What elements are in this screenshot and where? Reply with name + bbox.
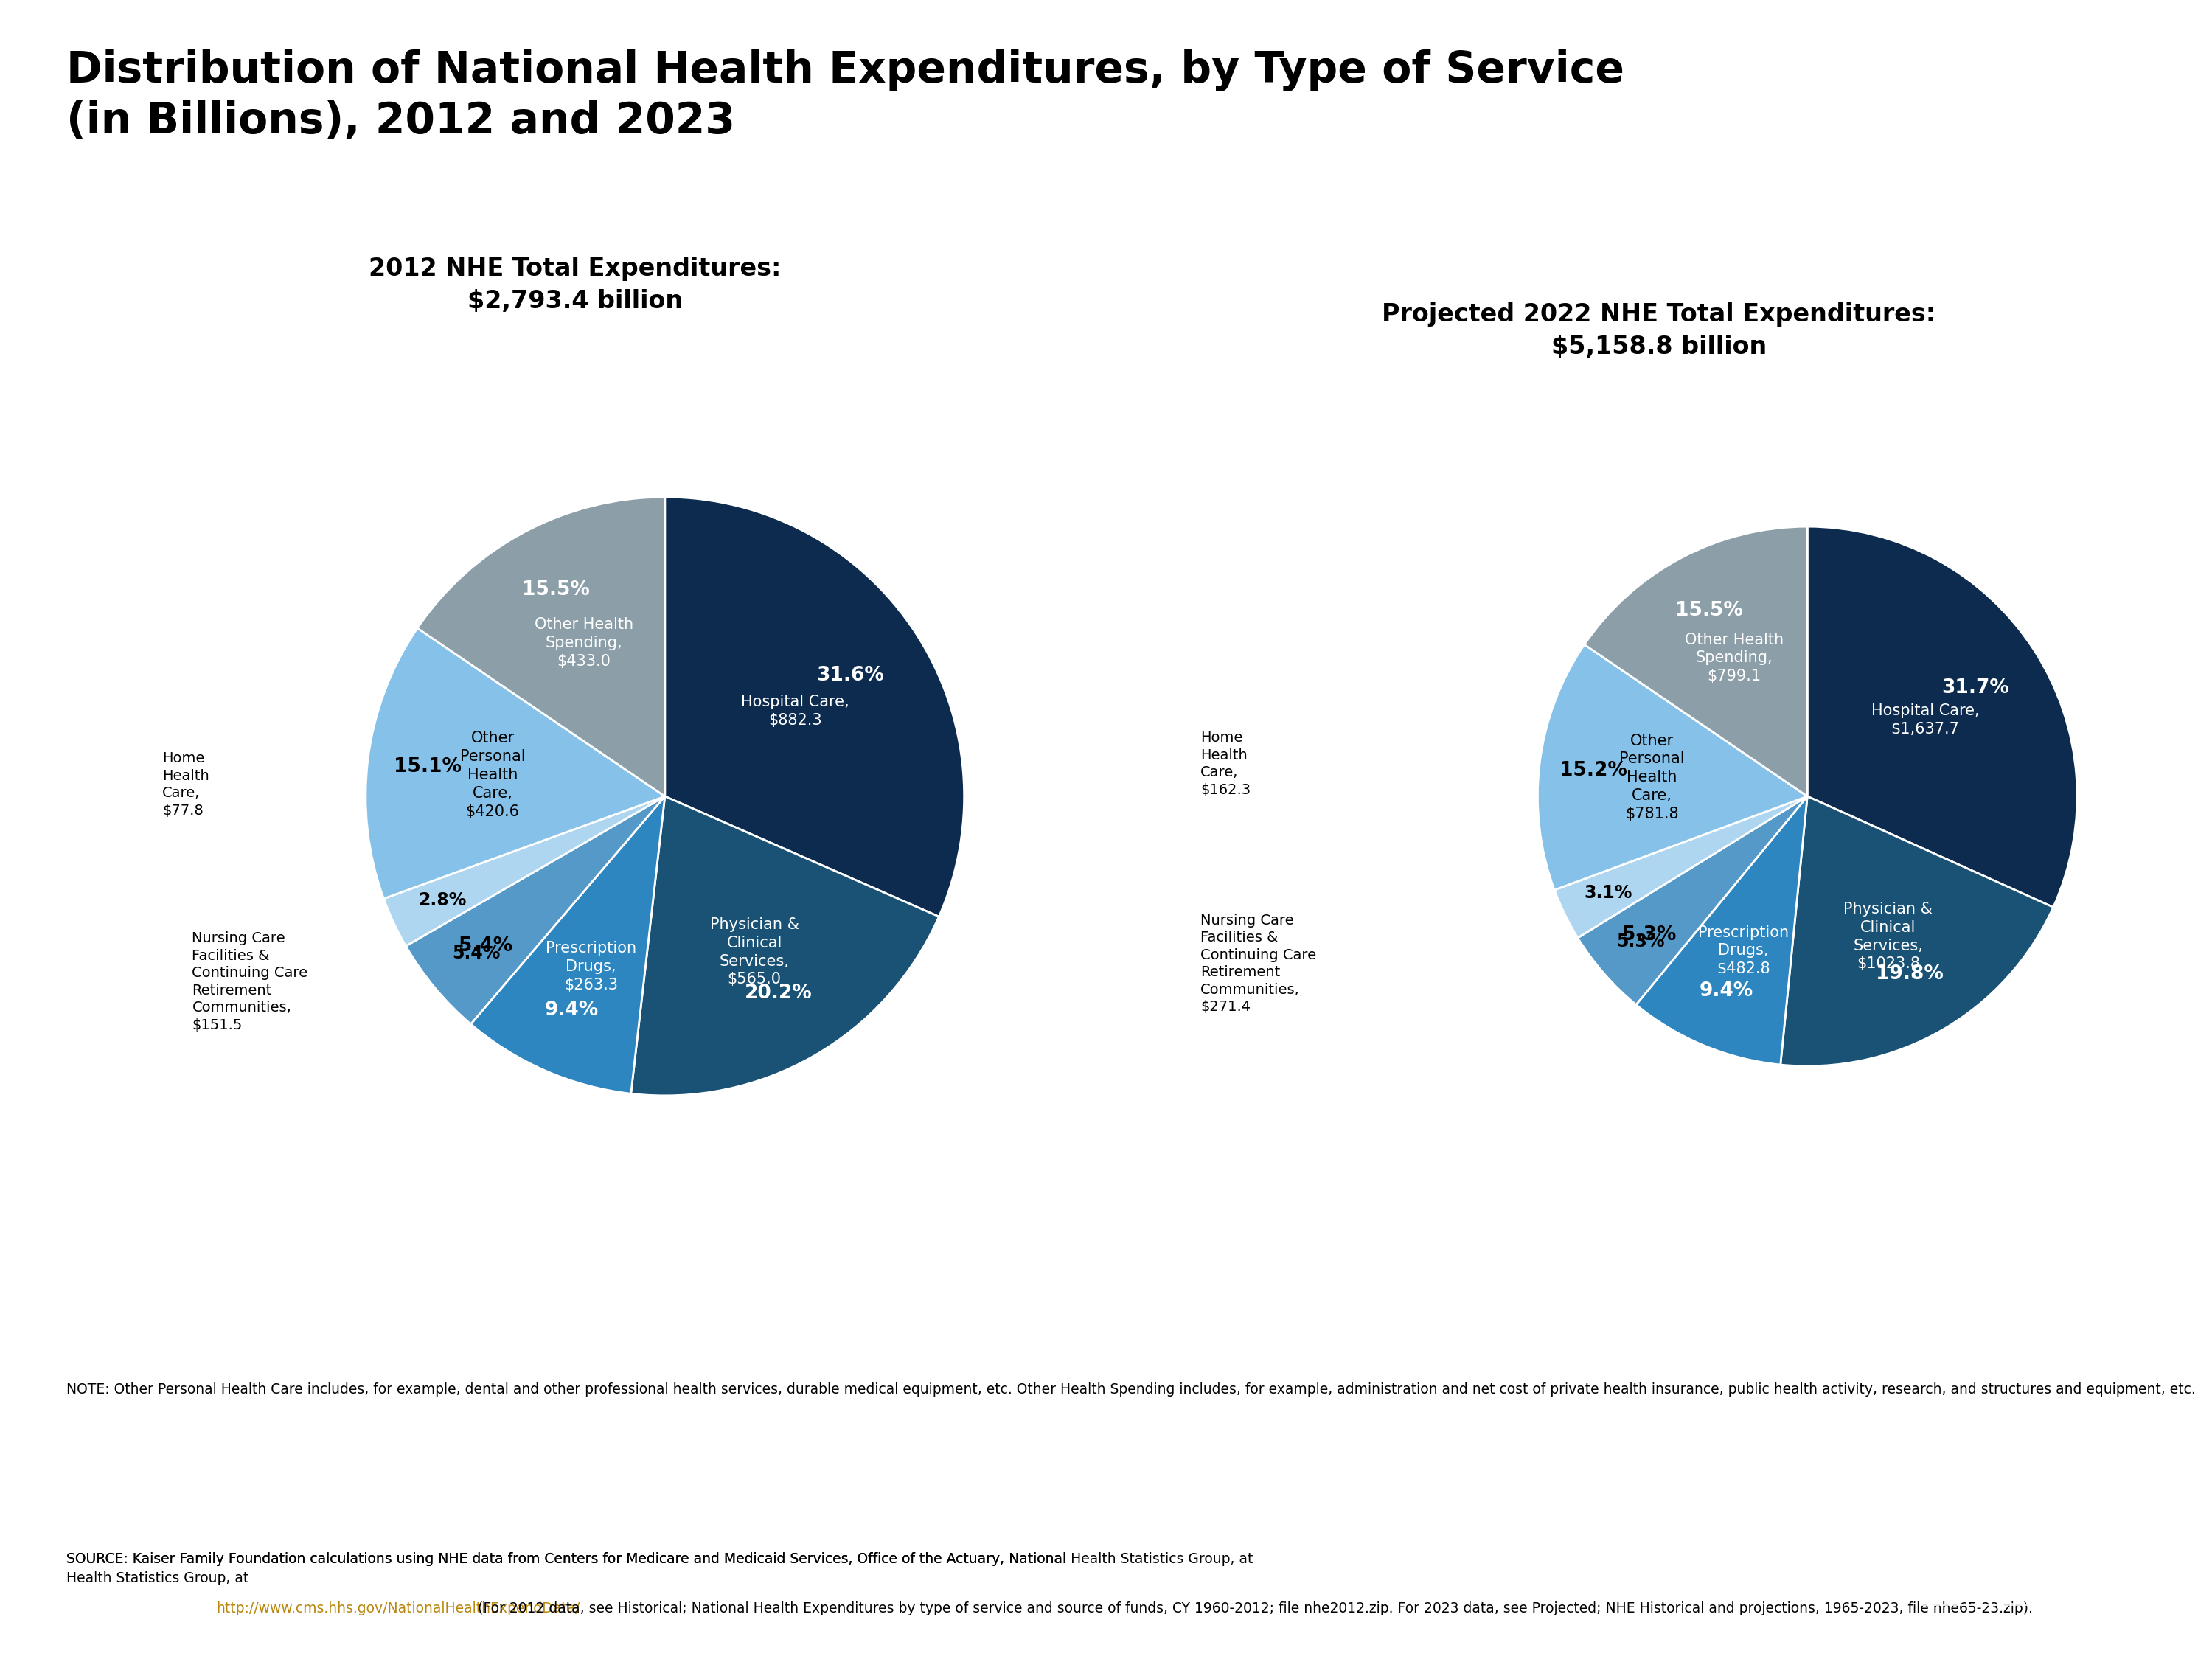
Title: 2012 NHE Total Expenditures:
$2,793.4 billion: 2012 NHE Total Expenditures: $2,793.4 bi… xyxy=(369,257,781,314)
Text: 9.4%: 9.4% xyxy=(544,1000,599,1020)
Text: Hospital Care,
$882.3: Hospital Care, $882.3 xyxy=(741,695,849,728)
Text: 15.5%: 15.5% xyxy=(522,581,591,599)
Text: NOTE: Other Personal Health Care includes, for example, dental and other profess: NOTE: Other Personal Health Care include… xyxy=(66,1382,2197,1397)
Text: http://www.cms.hhs.gov/NationalHealthExpendData/: http://www.cms.hhs.gov/NationalHealthExp… xyxy=(217,1601,580,1616)
Text: 15.2%: 15.2% xyxy=(1559,760,1628,780)
Wedge shape xyxy=(405,796,666,1024)
Text: 31.7%: 31.7% xyxy=(1942,679,2008,697)
Text: 5.3%: 5.3% xyxy=(1617,932,1666,951)
Text: 9.4%: 9.4% xyxy=(1699,980,1754,1000)
Text: Other
Personal
Health
Care,
$781.8: Other Personal Health Care, $781.8 xyxy=(1619,733,1686,821)
Title: Projected 2022 NHE Total Expenditures:
$5,158.8 billion: Projected 2022 NHE Total Expenditures: $… xyxy=(1382,302,1935,358)
Text: 2.8%: 2.8% xyxy=(418,891,467,909)
Text: 3.1%: 3.1% xyxy=(1584,884,1632,902)
Wedge shape xyxy=(365,629,666,899)
Wedge shape xyxy=(1637,796,1807,1065)
Text: 19.8%: 19.8% xyxy=(1876,964,1944,984)
Text: Other
Personal
Health
Care,
$420.6: Other Personal Health Care, $420.6 xyxy=(460,732,524,820)
Text: Other Health
Spending,
$799.1: Other Health Spending, $799.1 xyxy=(1686,632,1783,684)
Wedge shape xyxy=(471,796,666,1093)
Text: Physician &
Clinical
Services,
$1023.8: Physician & Clinical Services, $1023.8 xyxy=(1843,902,1933,971)
Text: SOURCE: Kaiser Family Foundation calculations using NHE data from Centers for Me: SOURCE: Kaiser Family Foundation calcula… xyxy=(66,1551,1066,1586)
Wedge shape xyxy=(630,796,938,1095)
Text: 5.4%: 5.4% xyxy=(451,944,500,962)
Wedge shape xyxy=(1807,526,2077,907)
Text: 15.5%: 15.5% xyxy=(1674,601,1743,620)
Wedge shape xyxy=(1537,645,1807,889)
Text: Distribution of National Health Expenditures, by Type of Service
(in Billions), : Distribution of National Health Expendit… xyxy=(66,50,1624,143)
Wedge shape xyxy=(1555,796,1807,937)
Text: KAISER: KAISER xyxy=(2000,1535,2090,1556)
Text: 15.1%: 15.1% xyxy=(394,757,462,776)
Wedge shape xyxy=(1781,796,2053,1067)
Text: Home
Health
Care,
$162.3: Home Health Care, $162.3 xyxy=(1201,732,1250,796)
Text: 31.6%: 31.6% xyxy=(816,665,885,685)
Text: 20.2%: 20.2% xyxy=(745,984,812,1004)
Text: FAMILY: FAMILY xyxy=(2013,1571,2077,1586)
Text: Home
Health
Care,
$77.8: Home Health Care, $77.8 xyxy=(161,752,210,818)
Text: 5.3%: 5.3% xyxy=(1621,926,1677,944)
Text: Physician &
Clinical
Services,
$565.0: Physician & Clinical Services, $565.0 xyxy=(710,917,799,987)
Wedge shape xyxy=(418,498,666,796)
Wedge shape xyxy=(666,498,964,917)
Text: Nursing Care
Facilities &
Continuing Care
Retirement
Communities,
$151.5: Nursing Care Facilities & Continuing Car… xyxy=(192,932,307,1032)
Text: Prescription
Drugs,
$482.8: Prescription Drugs, $482.8 xyxy=(1699,926,1790,977)
Text: SOURCE: Kaiser Family Foundation calculations using NHE data from Centers for Me: SOURCE: Kaiser Family Foundation calcula… xyxy=(66,1551,1256,1566)
Text: (For 2012 data, see Historical; National Health Expenditures by type of service : (For 2012 data, see Historical; National… xyxy=(473,1601,2033,1616)
Wedge shape xyxy=(1577,796,1807,1005)
Text: Hospital Care,
$1,637.7: Hospital Care, $1,637.7 xyxy=(1871,703,1980,737)
Wedge shape xyxy=(383,796,666,946)
Wedge shape xyxy=(1584,526,1807,796)
Text: Other Health
Spending,
$433.0: Other Health Spending, $433.0 xyxy=(535,617,633,669)
Text: 5.4%: 5.4% xyxy=(458,936,513,956)
Text: Prescription
Drugs,
$263.3: Prescription Drugs, $263.3 xyxy=(546,941,637,992)
Text: Nursing Care
Facilities &
Continuing Care
Retirement
Communities,
$271.4: Nursing Care Facilities & Continuing Car… xyxy=(1201,912,1316,1014)
Text: THE HENRY J.: THE HENRY J. xyxy=(2006,1480,2084,1490)
Text: FOUNDATION: FOUNDATION xyxy=(2006,1624,2084,1634)
